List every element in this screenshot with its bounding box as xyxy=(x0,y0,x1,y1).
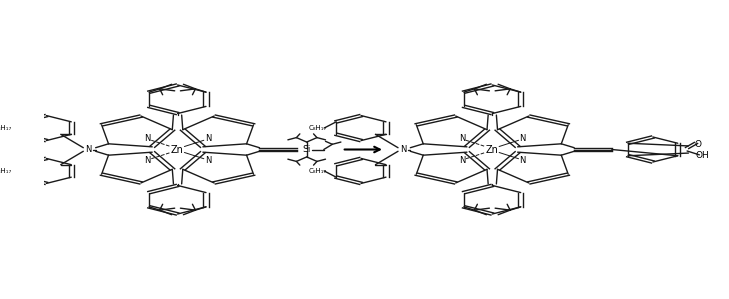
Text: Zn: Zn xyxy=(486,144,499,155)
Text: N: N xyxy=(205,134,211,143)
Text: N: N xyxy=(520,134,526,143)
Text: O: O xyxy=(695,140,701,149)
Text: N: N xyxy=(144,156,150,165)
Text: C₈H₁₇: C₈H₁₇ xyxy=(0,125,12,131)
Text: OH: OH xyxy=(695,151,709,160)
Text: N: N xyxy=(85,145,92,154)
Text: Si: Si xyxy=(303,145,311,154)
Text: N: N xyxy=(459,134,465,143)
Text: C₈H₁₇: C₈H₁₇ xyxy=(0,168,12,174)
Text: C₈H₁₇: C₈H₁₇ xyxy=(308,168,327,174)
Text: Zn: Zn xyxy=(171,144,184,155)
Text: N: N xyxy=(400,145,407,154)
Text: C₈H₁₇: C₈H₁₇ xyxy=(308,125,327,131)
Text: N: N xyxy=(205,156,211,165)
Text: N: N xyxy=(459,156,465,165)
Text: N: N xyxy=(144,134,150,143)
Text: N: N xyxy=(520,156,526,165)
